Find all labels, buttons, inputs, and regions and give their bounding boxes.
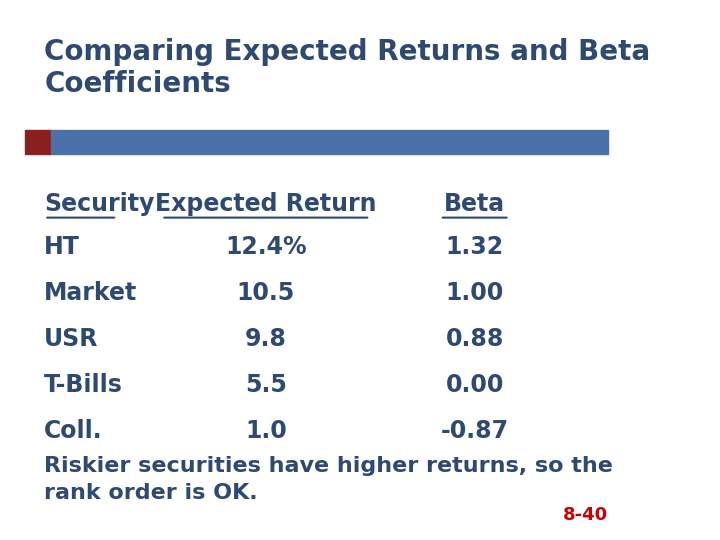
Text: Coll.: Coll. bbox=[45, 418, 103, 442]
Text: Riskier securities have higher returns, so the
rank order is OK.: Riskier securities have higher returns, … bbox=[45, 456, 613, 503]
FancyBboxPatch shape bbox=[25, 130, 50, 154]
Text: 1.32: 1.32 bbox=[446, 235, 504, 259]
FancyBboxPatch shape bbox=[50, 130, 608, 154]
Text: Market: Market bbox=[45, 281, 138, 305]
Text: USR: USR bbox=[45, 327, 99, 350]
Text: HT: HT bbox=[45, 235, 80, 259]
Text: 1.00: 1.00 bbox=[446, 281, 504, 305]
Text: Security: Security bbox=[45, 192, 155, 215]
Text: Beta: Beta bbox=[444, 192, 505, 215]
Text: 0.00: 0.00 bbox=[446, 373, 504, 396]
Text: 10.5: 10.5 bbox=[237, 281, 295, 305]
Text: -0.87: -0.87 bbox=[441, 418, 508, 442]
Text: Expected Return: Expected Return bbox=[155, 192, 377, 215]
Text: T-Bills: T-Bills bbox=[45, 373, 123, 396]
Text: 5.5: 5.5 bbox=[245, 373, 287, 396]
Text: 1.0: 1.0 bbox=[245, 418, 287, 442]
Text: 9.8: 9.8 bbox=[245, 327, 287, 350]
Text: 0.88: 0.88 bbox=[446, 327, 504, 350]
Text: 8-40: 8-40 bbox=[562, 506, 608, 524]
Text: Comparing Expected Returns and Beta
Coefficients: Comparing Expected Returns and Beta Coef… bbox=[45, 38, 650, 98]
Text: 12.4%: 12.4% bbox=[225, 235, 307, 259]
